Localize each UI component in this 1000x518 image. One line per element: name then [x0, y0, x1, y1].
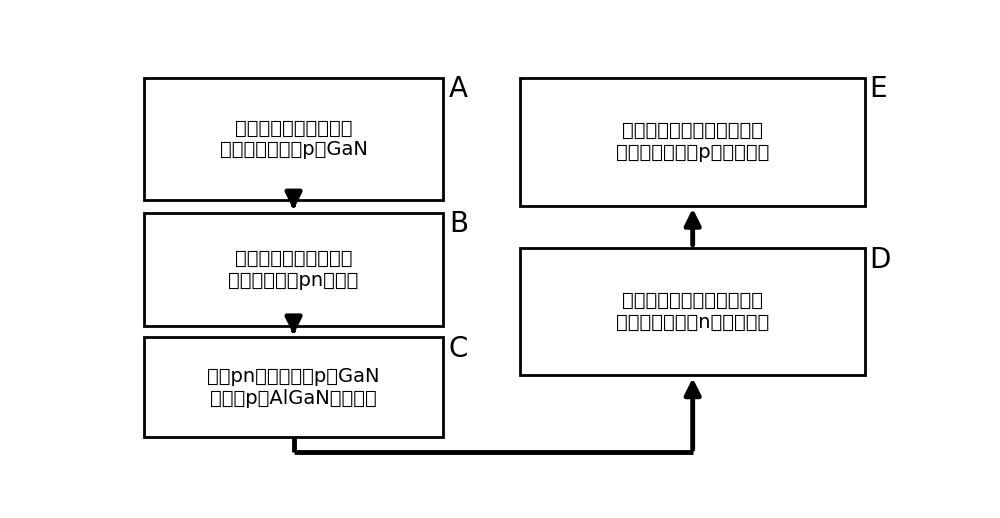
Text: 刻蚀pn结台面上的p型GaN
和部分p型AlGaN形成凹坑: 刻蚀pn结台面上的p型GaN 和部分p型AlGaN形成凹坑 — [207, 367, 380, 408]
Bar — [144, 212, 443, 326]
Text: E: E — [869, 75, 887, 103]
Bar — [144, 78, 443, 200]
Bar — [520, 78, 865, 206]
Text: 通过光刻、薄膜沉积、剥离
和退火工艺形成n型接触电极: 通过光刻、薄膜沉积、剥离 和退火工艺形成n型接触电极 — [616, 291, 769, 332]
Text: 在硅衬底上生长紫外发
光二极管结构至p型GaN: 在硅衬底上生长紫外发 光二极管结构至p型GaN — [220, 119, 368, 160]
Text: B: B — [449, 210, 468, 238]
Bar — [144, 337, 443, 437]
Text: 通过光刻和刻蚀工艺形
成发光二极管pn结台面: 通过光刻和刻蚀工艺形 成发光二极管pn结台面 — [228, 249, 359, 290]
Text: 通过光刻、薄膜沉积、剥离
和退火工艺形成p型接触电极: 通过光刻、薄膜沉积、剥离 和退火工艺形成p型接触电极 — [616, 121, 769, 163]
Text: A: A — [449, 75, 468, 103]
Bar — [520, 248, 865, 375]
Text: D: D — [869, 246, 890, 274]
Text: C: C — [449, 335, 468, 364]
